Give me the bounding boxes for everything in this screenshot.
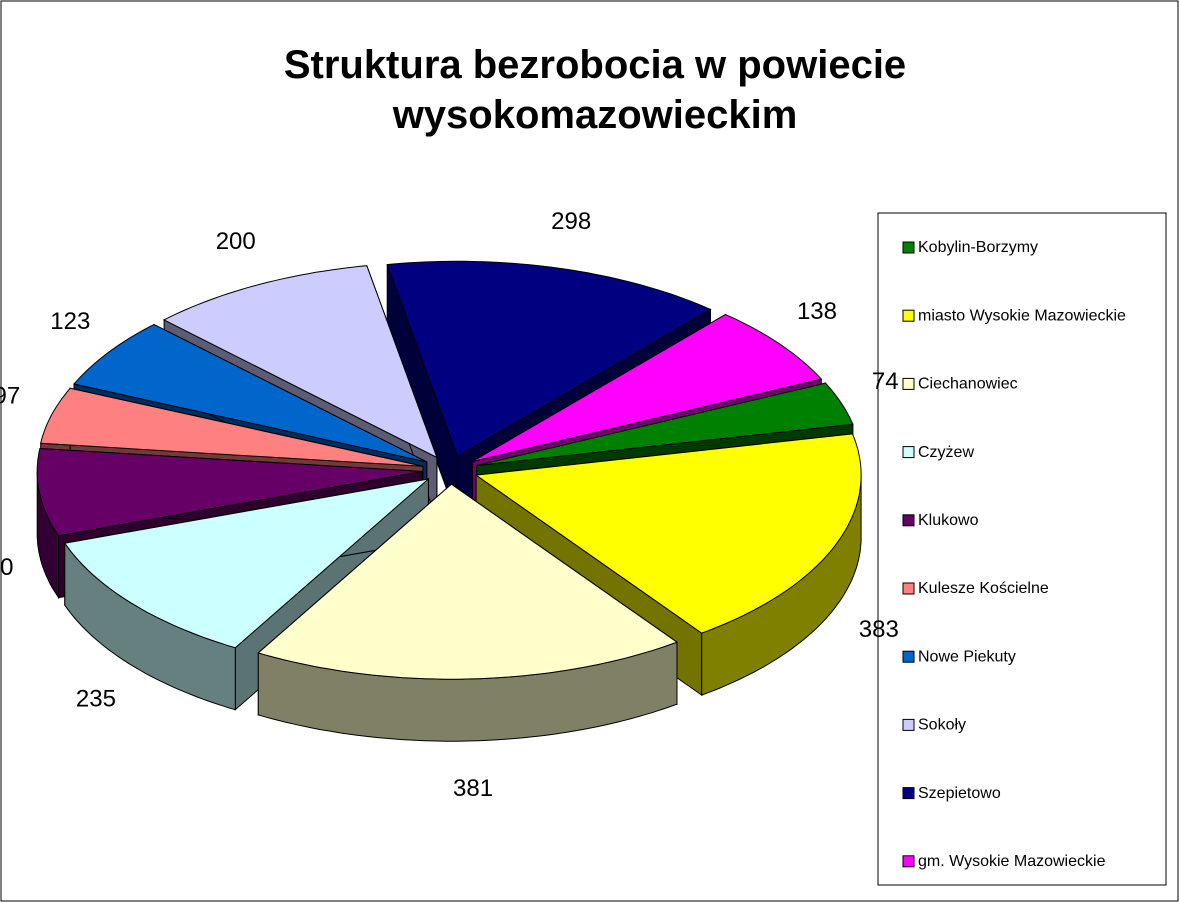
chart-title: Struktura bezrobocia w powiecie wysokoma… [283, 43, 907, 137]
legend-swatch [902, 718, 915, 731]
slice-top [476, 382, 854, 466]
legend-label: miasto Wysokie Mazowieckie [918, 307, 1126, 324]
data-label: 235 [76, 685, 116, 712]
legend-label: Nowe Piekuty [918, 648, 1016, 665]
legend-label: Czyżew [918, 444, 974, 461]
legend-label: gm. Wysokie Mazowieckie [918, 853, 1106, 870]
data-label: 200 [216, 228, 256, 255]
legend-label: Kobylin-Borzymy [918, 239, 1038, 256]
legend-label: Szepietowo [918, 785, 1001, 802]
data-label: 298 [551, 208, 591, 235]
legend-swatch [902, 855, 915, 868]
slice-top [36, 447, 423, 537]
legend-swatch [902, 377, 915, 390]
data-label: 97 [0, 382, 20, 409]
legend-swatch [902, 582, 915, 595]
legend-swatch [902, 787, 915, 800]
legend-swatch [902, 309, 915, 322]
slice [257, 483, 679, 742]
data-label: 150 [0, 554, 14, 581]
data-label: 138 [797, 298, 837, 325]
slice-top [40, 387, 424, 467]
slice-top [63, 478, 431, 649]
legend-swatch [902, 650, 915, 663]
data-label: 383 [859, 616, 899, 643]
slice-top [386, 260, 712, 458]
legend-label: Sokoły [918, 717, 966, 734]
legend-box [877, 212, 1167, 886]
legend-label: Ciechanowiec [918, 376, 1018, 393]
slice-top [472, 313, 823, 462]
slice-top [73, 323, 428, 463]
legend-label: Klukowo [918, 512, 979, 529]
slice-top [162, 265, 438, 459]
legend-swatch [902, 514, 915, 527]
data-label: 123 [50, 308, 90, 335]
data-label: 381 [453, 775, 493, 802]
legend-label: Kulesze Kościelne [918, 580, 1049, 597]
slice-top [257, 483, 679, 680]
data-label: 74 [872, 368, 899, 395]
slice-top [474, 433, 862, 634]
legend-swatch [902, 241, 915, 254]
legend-swatch [902, 446, 915, 459]
